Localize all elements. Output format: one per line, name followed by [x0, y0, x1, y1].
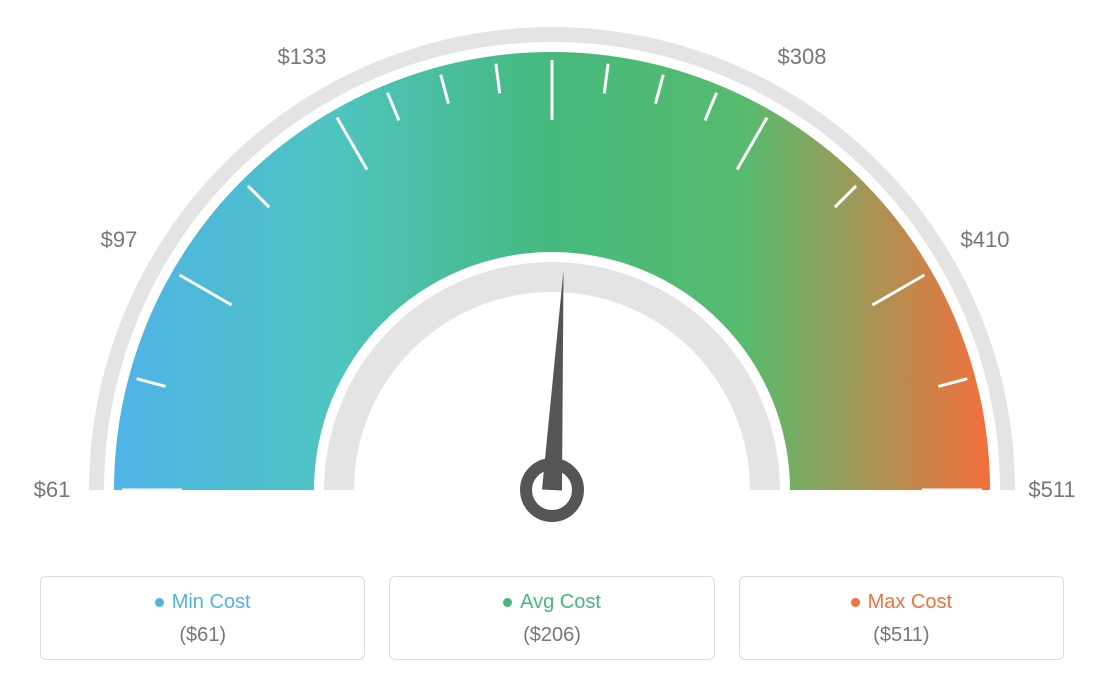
cost-gauge-container: $61 $97 $133 $206 $308 $410 $511 Min Cost ($61… — [0, 0, 1104, 690]
gauge-tick-label: $511 — [1028, 477, 1075, 503]
legend-avg-label: Avg Cost — [520, 591, 601, 614]
legend-min-box: Min Cost ($61) — [40, 576, 365, 660]
legend-max-label: Max Cost — [868, 591, 952, 614]
legend-avg-title: Avg Cost — [503, 591, 601, 614]
legend-avg-dot — [503, 598, 512, 607]
gauge-tick-label: $206 — [528, 0, 577, 3]
legend-min-value: ($61) — [51, 624, 354, 647]
legend-row: Min Cost ($61) Avg Cost ($206) Max Cost … — [0, 556, 1104, 690]
legend-max-title: Max Cost — [851, 591, 952, 614]
legend-max-value: ($511) — [750, 624, 1053, 647]
gauge-tick-label: $97 — [101, 227, 138, 253]
gauge-tick-label: $61 — [34, 477, 71, 503]
gauge-tick-label: $133 — [278, 44, 327, 70]
legend-avg-value: ($206) — [400, 624, 703, 647]
legend-min-title: Min Cost — [155, 591, 251, 614]
gauge-tick-label: $308 — [778, 44, 827, 70]
gauge-tick-label: $410 — [961, 227, 1010, 253]
gauge-area: $61 $97 $133 $206 $308 $410 $511 — [0, 0, 1104, 560]
legend-max-dot — [851, 598, 860, 607]
legend-min-dot — [155, 598, 164, 607]
legend-min-label: Min Cost — [172, 591, 251, 614]
legend-avg-box: Avg Cost ($206) — [389, 576, 714, 660]
gauge-svg — [0, 0, 1104, 560]
legend-max-box: Max Cost ($511) — [739, 576, 1064, 660]
